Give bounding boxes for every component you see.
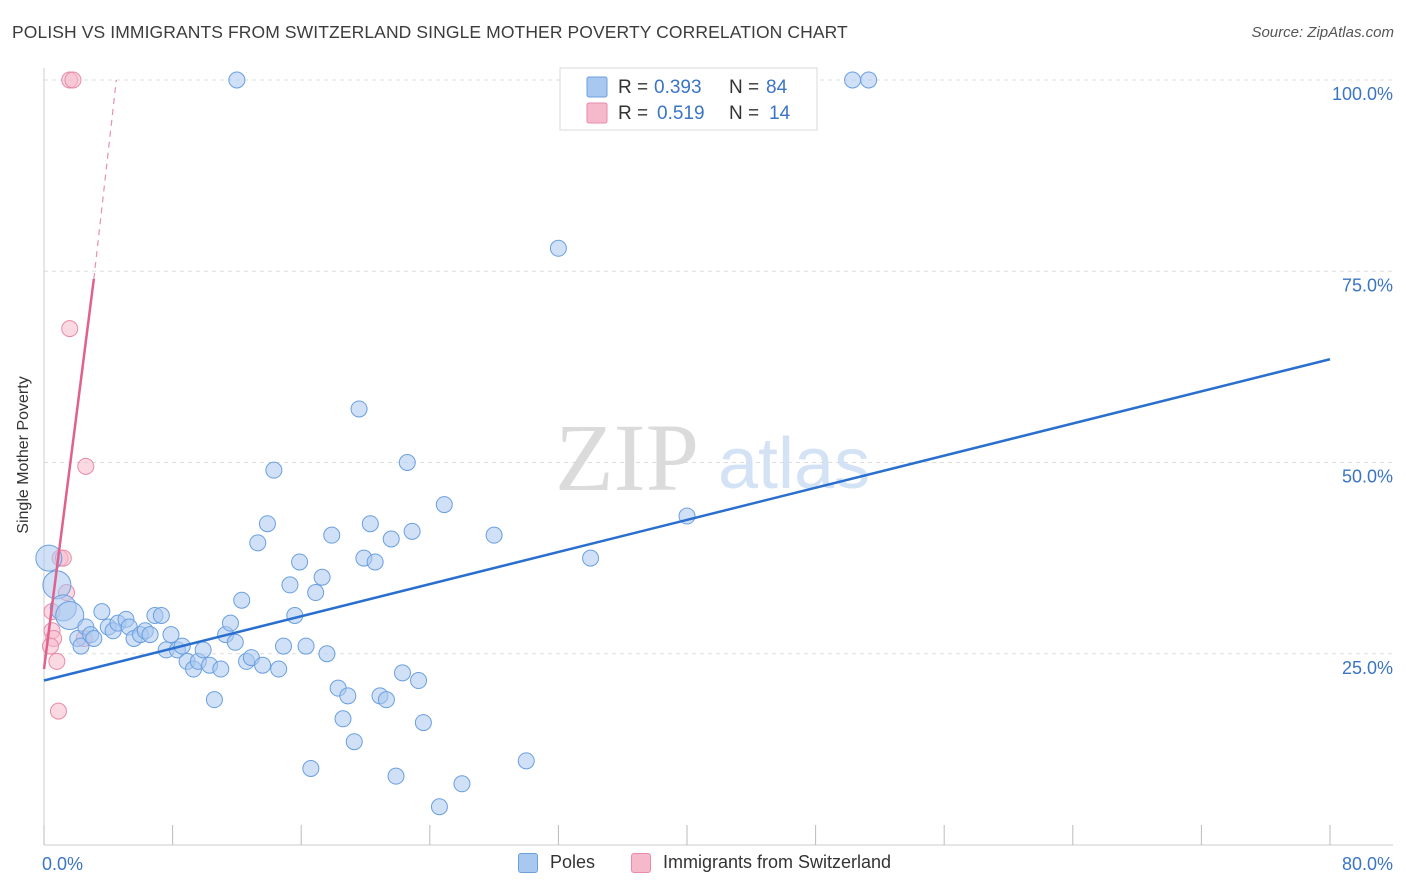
poles-point xyxy=(212,660,230,678)
series-poles xyxy=(35,71,878,816)
poles-point xyxy=(334,710,352,728)
legend-item-immigrants: Immigrants from Switzerland xyxy=(631,852,891,873)
legend-n-label-1: N = xyxy=(729,77,759,98)
legend-n-value-1: 84 xyxy=(766,77,788,98)
poles-point xyxy=(345,733,363,751)
switzerland-trend-extension xyxy=(93,79,117,279)
poles-point xyxy=(55,601,85,630)
poles-point xyxy=(435,496,453,514)
poles-point xyxy=(323,526,341,544)
poles-point xyxy=(72,637,90,655)
y-tick-label-3: 100.0% xyxy=(1332,84,1393,104)
legend-bottom: Poles Immigrants from Switzerland xyxy=(0,852,1406,878)
watermark-atlas: atlas xyxy=(718,424,870,504)
poles-point xyxy=(387,767,405,785)
legend-label-immigrants: Immigrants from Switzerland xyxy=(663,852,892,872)
poles-point xyxy=(233,591,251,609)
poles-point xyxy=(35,544,63,572)
gridlines xyxy=(44,79,1393,655)
legend-swatch-blue xyxy=(586,76,608,98)
y-tick-label-2: 75.0% xyxy=(1342,275,1393,295)
legend-r-value-1: 0.393 xyxy=(654,77,702,98)
legend-r-label-1: R = xyxy=(618,77,648,98)
poles-point xyxy=(228,71,246,89)
poles-point xyxy=(517,752,535,770)
poles-point xyxy=(366,553,384,571)
legend-n-label-2: N = xyxy=(729,103,759,124)
switzerland-point xyxy=(48,652,66,670)
poles-point xyxy=(162,626,180,644)
poles-point xyxy=(194,641,212,659)
poles-point xyxy=(453,775,471,793)
legend-label-poles: Poles xyxy=(550,852,596,872)
axes xyxy=(43,68,1393,846)
poles-point xyxy=(291,553,309,571)
poles-point xyxy=(270,660,288,678)
switzerland-point xyxy=(61,320,79,338)
poles-point xyxy=(398,454,416,471)
poles-point xyxy=(382,530,400,548)
poles-point xyxy=(414,714,432,732)
x-tick-label-max: 80.0% xyxy=(1342,854,1393,874)
poles-point xyxy=(297,637,315,655)
legend-r-label-2: R = xyxy=(618,103,648,124)
poles-point xyxy=(844,71,862,89)
legend-n-value-2: 14 xyxy=(769,103,791,124)
watermark-zip: ZIP xyxy=(555,404,699,511)
watermark: ZIP atlas xyxy=(555,404,870,511)
poles-point xyxy=(860,71,878,89)
poles-point xyxy=(318,645,336,663)
legend-top: R = 0.393 N = 84 R = 0.519 N = 14 xyxy=(559,67,818,131)
poles-point xyxy=(205,691,223,709)
poles-point xyxy=(361,515,379,533)
poles-point xyxy=(377,691,395,709)
x-tick-label-min: 0.0% xyxy=(42,854,83,874)
poles-point xyxy=(485,526,503,544)
poles-point xyxy=(403,522,421,540)
poles-point xyxy=(549,239,567,257)
switzerland-point xyxy=(49,702,67,720)
poles-point xyxy=(249,534,267,552)
poles-point xyxy=(430,798,448,816)
y-tick-label-0: 25.0% xyxy=(1342,658,1393,678)
legend-r-value-2: 0.519 xyxy=(657,103,705,124)
switzerland-point xyxy=(41,637,59,655)
legend-item-poles: Poles xyxy=(518,852,595,873)
poles-point xyxy=(307,584,325,602)
poles-point xyxy=(85,629,103,647)
poles-point xyxy=(221,614,239,632)
legend-swatch-immigrants xyxy=(631,852,651,873)
poles-point xyxy=(339,687,357,705)
poles-point xyxy=(254,656,272,674)
poles-point xyxy=(281,576,299,594)
poles-point xyxy=(226,633,244,651)
poles-point xyxy=(393,664,411,682)
poles-point xyxy=(350,400,368,418)
poles-point xyxy=(93,603,111,621)
poles-point xyxy=(141,626,159,644)
poles-trend-line xyxy=(43,358,1331,682)
switzerland-point xyxy=(77,457,95,475)
poles-point xyxy=(313,568,331,586)
poles-point xyxy=(302,760,320,777)
poles-point xyxy=(582,549,600,567)
legend-swatch-pink xyxy=(586,102,608,124)
poles-point xyxy=(152,607,170,624)
poles-point xyxy=(258,515,276,533)
switzerland-trend-line xyxy=(42,278,96,670)
switzerland-point xyxy=(64,71,82,89)
chart-title: POLISH VS IMMIGRANTS FROM SWITZERLAND SI… xyxy=(12,22,848,42)
trend-lines xyxy=(42,79,1331,682)
y-tick-label-1: 50.0% xyxy=(1342,467,1393,487)
poles-point xyxy=(410,672,428,690)
poles-point xyxy=(275,637,293,655)
y-tick-labels: 25.0% 50.0% 75.0% 100.0% xyxy=(1332,84,1393,678)
poles-point xyxy=(265,461,283,479)
legend-swatch-poles xyxy=(518,852,538,873)
source-label: Source: ZipAtlas.com xyxy=(1251,24,1394,41)
